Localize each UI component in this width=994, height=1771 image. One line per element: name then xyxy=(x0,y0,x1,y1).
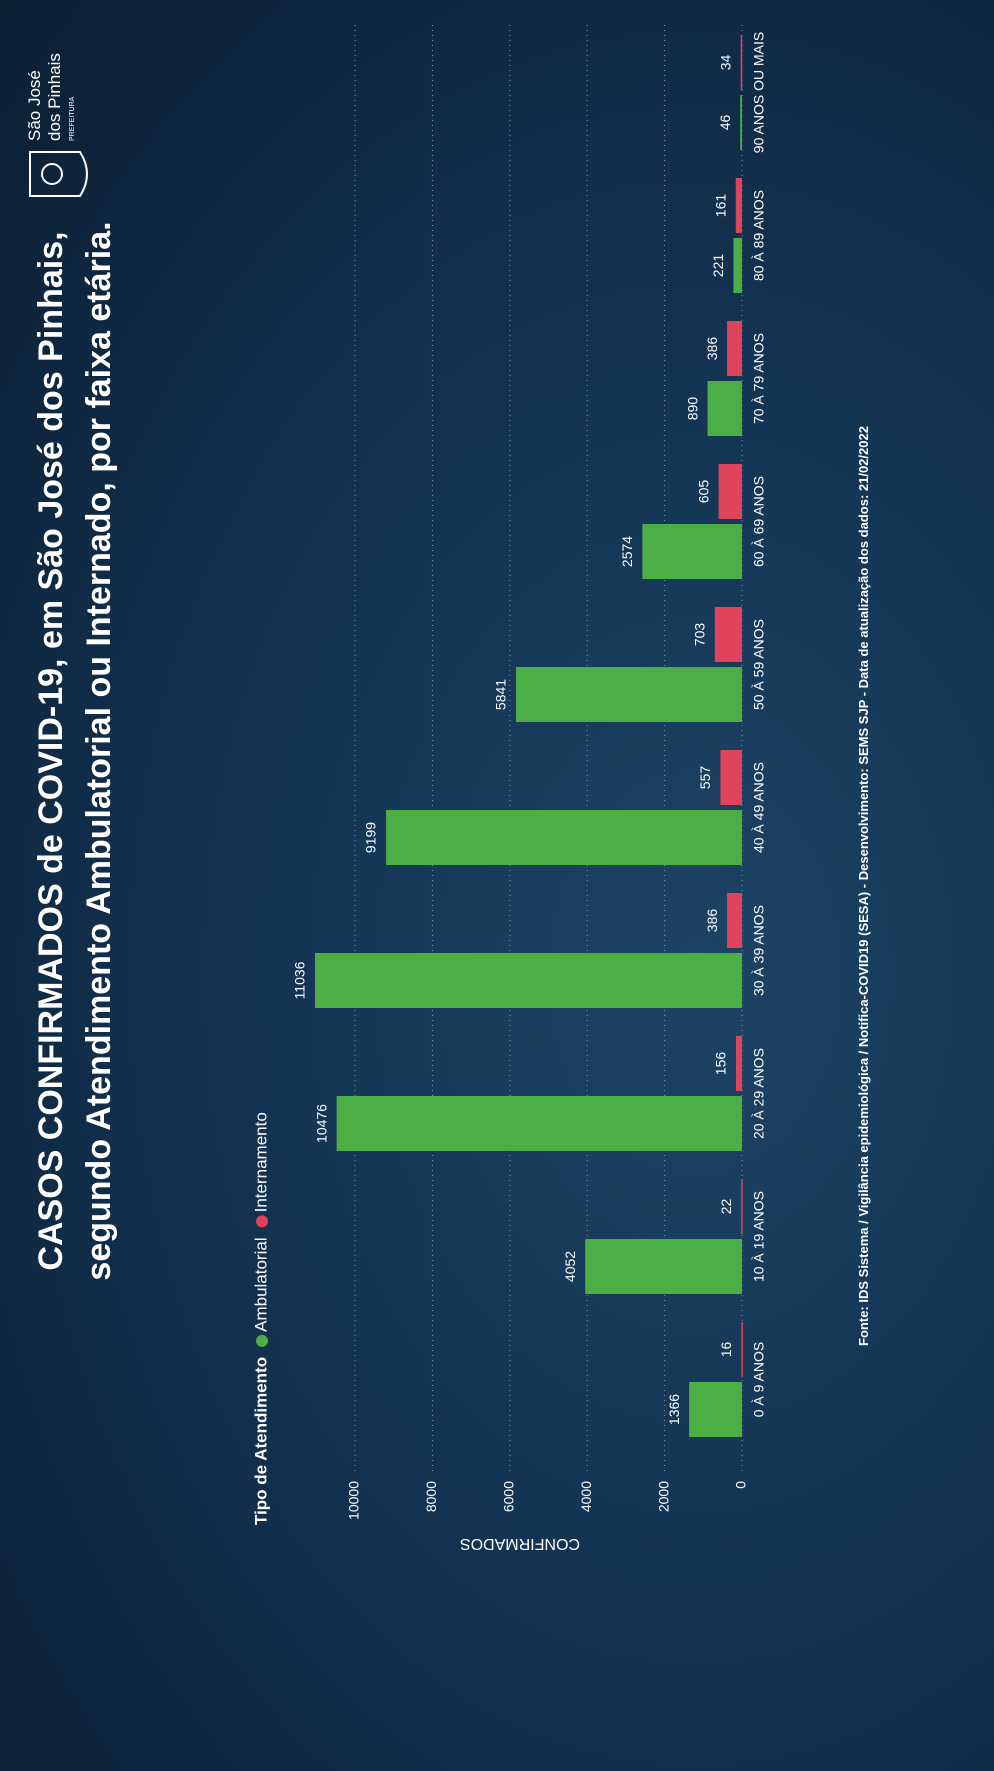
y-tick-label: 4000 xyxy=(578,1481,594,1512)
logo-text: dos Pinhais xyxy=(45,53,64,141)
bar xyxy=(386,810,742,865)
bar xyxy=(707,381,742,436)
y-axis-label: CONFIRMADOS xyxy=(460,1535,580,1552)
x-tick-label: 10 À 19 ANOS xyxy=(751,1191,767,1282)
x-tick-label: 70 À 79 ANOS xyxy=(751,333,767,424)
data-label: 34 xyxy=(717,55,733,71)
source-note: Fonte: IDS Sistema / Vigilância epidemio… xyxy=(856,426,871,1346)
bar xyxy=(515,667,742,722)
legend-swatch xyxy=(256,1215,268,1228)
bar xyxy=(741,1322,743,1377)
logo-text: PREFEITURA xyxy=(69,96,76,141)
data-label: 46 xyxy=(717,115,733,131)
data-label: 11036 xyxy=(292,961,308,999)
data-label: 5841 xyxy=(493,679,509,710)
bar xyxy=(718,464,742,519)
data-label: 2574 xyxy=(619,536,635,567)
data-label: 10476 xyxy=(313,1104,329,1143)
bar xyxy=(642,524,743,579)
bar xyxy=(740,95,742,150)
data-label: 1366 xyxy=(666,1394,682,1425)
bar xyxy=(727,321,742,376)
logo-emblem xyxy=(41,163,63,185)
bar xyxy=(585,1239,742,1294)
bar xyxy=(740,35,743,90)
bar xyxy=(735,178,743,233)
y-tick-label: 6000 xyxy=(501,1481,517,1512)
chart-subtitle: segundo Atendimento Ambulatorial ou Inte… xyxy=(80,221,118,1280)
x-tick-label: 60 À 69 ANOS xyxy=(751,476,767,567)
bar xyxy=(733,238,742,293)
data-label: 22 xyxy=(718,1199,734,1215)
bar xyxy=(727,893,742,948)
y-tick-label: 10000 xyxy=(346,1481,362,1520)
x-tick-label: 40 À 49 ANOS xyxy=(751,762,767,853)
bar xyxy=(735,1036,743,1091)
bar xyxy=(720,750,743,805)
legend-label: Internamento xyxy=(251,1112,270,1212)
bar xyxy=(741,1179,743,1234)
x-tick-label: 50 À 59 ANOS xyxy=(751,619,767,710)
data-label: 221 xyxy=(710,254,726,278)
data-label: 386 xyxy=(704,909,720,933)
logo: São José dos Pinhais PREFEITURA xyxy=(25,53,88,197)
data-label: 557 xyxy=(697,766,713,790)
bar xyxy=(714,607,742,662)
data-label: 703 xyxy=(692,623,708,647)
data-label: 9199 xyxy=(363,822,379,853)
logo-text: São José xyxy=(25,70,44,141)
bar xyxy=(336,1096,742,1151)
x-tick-label: 90 ANOS OU MAIS xyxy=(751,32,767,153)
data-label: 890 xyxy=(684,397,700,421)
y-tick-label: 8000 xyxy=(423,1481,439,1512)
data-label: 605 xyxy=(695,480,711,504)
data-label: 386 xyxy=(704,337,720,361)
data-label: 16 xyxy=(718,1342,734,1358)
x-tick-label: 30 À 39 ANOS xyxy=(751,905,767,996)
data-label: 161 xyxy=(712,194,728,218)
x-tick-label: 0 À 9 ANOS xyxy=(751,1342,767,1417)
y-tick-label: 2000 xyxy=(655,1481,671,1512)
data-label: 4052 xyxy=(562,1251,578,1282)
legend-swatch xyxy=(256,1334,268,1347)
legend-label: Ambulatorial xyxy=(251,1237,270,1332)
y-tick-label: 0 xyxy=(733,1481,749,1489)
x-tick-label: 80 À 89 ANOS xyxy=(751,190,767,281)
x-tick-label: 20 À 29 ANOS xyxy=(751,1048,767,1139)
logo-shield xyxy=(29,151,88,197)
chart-title: CASOS CONFIRMADOS de COVID-19, em São Jo… xyxy=(32,231,70,1270)
data-label: 156 xyxy=(713,1052,729,1076)
bar xyxy=(314,953,742,1008)
bar xyxy=(689,1382,742,1437)
legend-title: Tipo de Atendimento xyxy=(251,1357,270,1525)
